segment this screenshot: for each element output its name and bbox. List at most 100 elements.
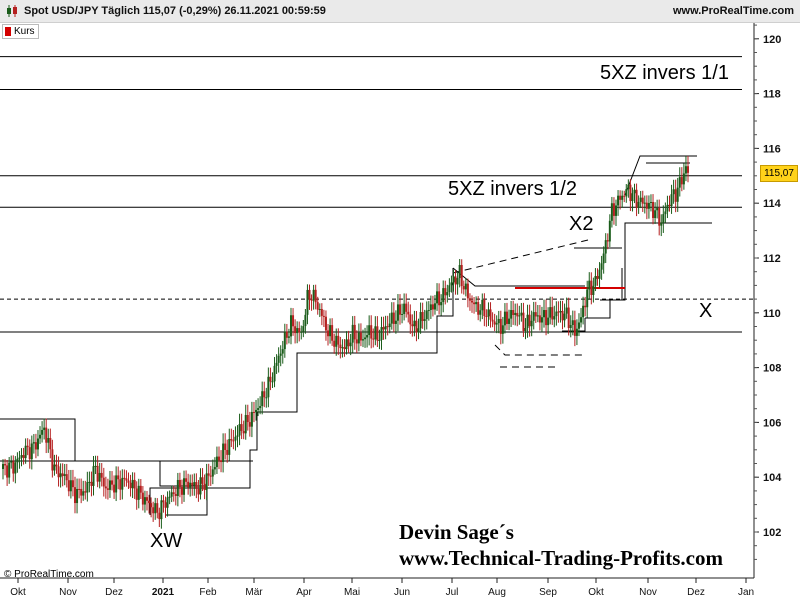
candle-body <box>658 207 661 226</box>
candle-body <box>508 318 511 324</box>
x-tick-label: Aug <box>488 587 506 598</box>
candle-body <box>32 442 35 444</box>
legend[interactable]: Kurs <box>2 24 39 39</box>
annotation-5xz-invers-full: 5XZ invers 1/1 <box>600 62 729 84</box>
candle-body <box>207 473 210 476</box>
candle-body <box>549 307 552 318</box>
candle-body <box>57 466 60 478</box>
candle-body <box>199 477 202 495</box>
candle-body <box>538 315 541 323</box>
candle-body <box>419 312 422 329</box>
candle-body <box>285 331 288 338</box>
x-tick-label: Apr <box>296 587 312 598</box>
candle-body <box>213 467 216 470</box>
candle-body <box>236 435 239 437</box>
candlestick-icon <box>7 5 17 17</box>
legend-label: Kurs <box>14 26 35 37</box>
candle-body <box>203 483 206 491</box>
candle-body <box>652 202 655 218</box>
candle-body <box>108 480 111 490</box>
chart-title: Spot USD/JPY Täglich 115,07 (-0,29%) 26.… <box>24 5 326 17</box>
candle-body <box>156 503 159 513</box>
candle-body <box>51 449 54 471</box>
candle-body <box>82 491 85 496</box>
candle-body <box>193 482 196 486</box>
candle-body <box>573 320 576 336</box>
candle-body <box>639 197 642 202</box>
candle-body <box>415 320 418 333</box>
candle-body <box>168 496 171 498</box>
candle-body <box>185 478 188 482</box>
candle-body <box>551 307 554 320</box>
candle-body <box>287 336 290 338</box>
candle-body <box>483 299 486 317</box>
candle-body <box>617 195 620 206</box>
candle-body <box>475 302 478 305</box>
y-tick-label: 108 <box>763 363 781 375</box>
candle-body <box>289 315 292 337</box>
annotation-x: X <box>699 300 713 322</box>
source-url[interactable]: www.ProRealTime.com <box>672 5 794 17</box>
candle-body <box>559 310 562 313</box>
candle-body <box>53 464 56 471</box>
candle-body <box>174 493 177 496</box>
candle-body <box>423 319 426 322</box>
candle-body <box>540 317 543 323</box>
candle-body <box>178 479 181 488</box>
candle-body <box>217 456 220 461</box>
candle-body <box>674 189 677 202</box>
candle-body <box>454 276 457 285</box>
candle-body <box>565 307 568 314</box>
candle-body <box>600 263 603 270</box>
candle-body <box>629 184 632 202</box>
candle-body <box>39 434 42 439</box>
candle-body <box>271 381 274 383</box>
candle-body <box>279 353 282 356</box>
candle-body <box>598 269 601 279</box>
y-axis-ticks: 102 104 106 108 110 112 114 116 118 120 <box>754 24 782 560</box>
candle-body <box>327 330 330 337</box>
candle-body <box>662 214 665 223</box>
candle-body <box>353 324 356 340</box>
candle-body <box>187 481 190 488</box>
candle-body <box>425 310 428 320</box>
candle-body <box>487 309 490 317</box>
candle-body <box>170 492 173 497</box>
candle-body <box>281 349 284 354</box>
annotation-x2: X2 <box>569 213 594 235</box>
candle-body <box>345 339 348 350</box>
candle-body <box>514 312 517 316</box>
candle-body <box>312 289 315 301</box>
candle-body <box>588 280 591 290</box>
candle-body <box>370 325 373 339</box>
candle-body <box>255 409 258 413</box>
candle-body <box>374 326 377 340</box>
candle-body <box>409 314 412 325</box>
candle-body <box>575 328 578 336</box>
candle-body <box>664 211 667 215</box>
candle-body <box>252 411 255 413</box>
candle-body <box>335 335 338 347</box>
dashed-line-1 <box>494 344 583 356</box>
candle-body <box>372 338 375 340</box>
candle-body <box>456 278 459 285</box>
candle-body <box>433 303 436 310</box>
candle-body <box>215 456 218 468</box>
candle-body <box>606 240 609 242</box>
candle-body <box>275 362 278 366</box>
candle-body <box>34 442 37 450</box>
candle-body <box>604 240 607 254</box>
candle-body <box>493 321 496 325</box>
candle-body <box>306 289 309 315</box>
candle-body <box>586 289 589 308</box>
legend-swatch-icon <box>5 27 11 36</box>
candle-body <box>349 342 352 347</box>
candle-body <box>687 166 689 173</box>
candle-body <box>45 427 48 443</box>
candle-body <box>403 303 406 314</box>
candle-body <box>520 312 523 316</box>
candle-body <box>135 488 138 500</box>
candle-body <box>248 422 251 427</box>
candle-body <box>357 332 360 344</box>
